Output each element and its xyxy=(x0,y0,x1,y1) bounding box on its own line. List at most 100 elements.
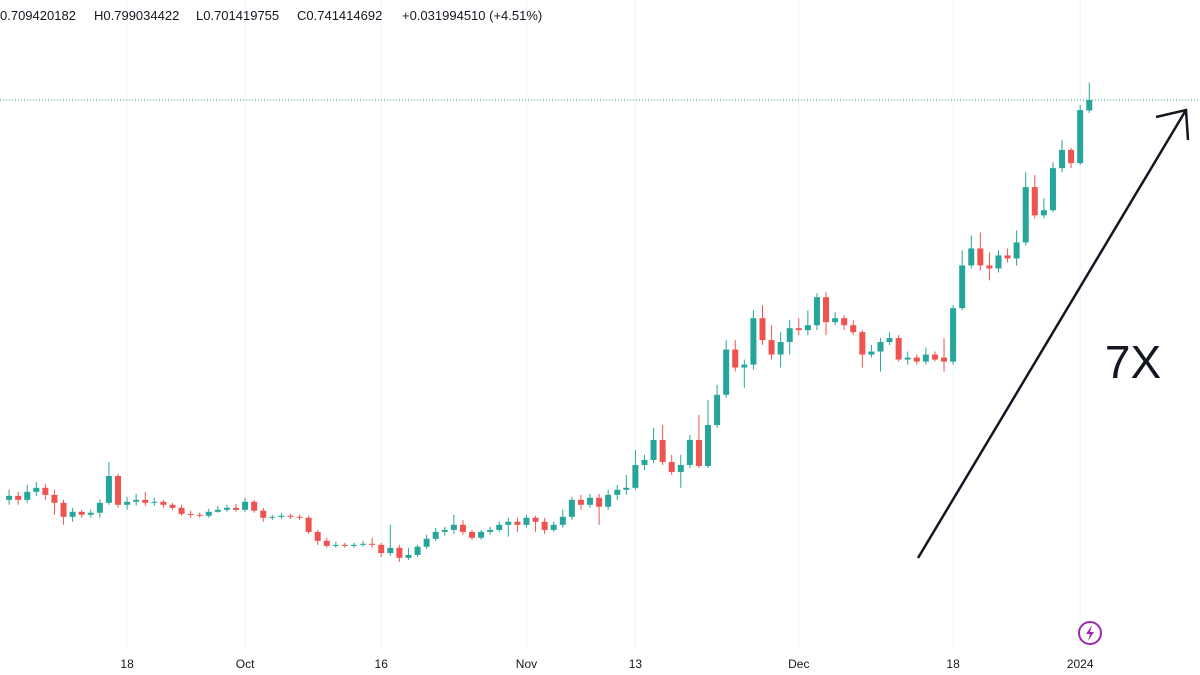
candle-body xyxy=(214,509,221,512)
candle-body xyxy=(804,325,811,331)
ohlc-header: 0.709420182 H0.799034422 L0.701419755 C0… xyxy=(0,8,542,23)
candle-body xyxy=(251,501,258,511)
candle-body xyxy=(487,529,494,532)
candle-body xyxy=(505,521,512,525)
candle-body xyxy=(1013,242,1020,259)
candle-body xyxy=(78,511,85,515)
candle-body xyxy=(87,512,94,515)
icon-circle xyxy=(1078,621,1102,645)
candle-body xyxy=(650,439,657,460)
candle-body xyxy=(305,517,312,532)
candle-body xyxy=(941,357,948,362)
candle-body xyxy=(750,318,757,365)
x-tick-label: 13 xyxy=(629,657,643,671)
candle-body xyxy=(105,476,112,503)
candle-body xyxy=(641,459,648,465)
candle-body xyxy=(759,318,766,341)
candle-body xyxy=(832,318,839,323)
header-close: C0.741414692 xyxy=(297,8,382,23)
candle-body xyxy=(242,501,249,510)
candle-body xyxy=(223,507,230,510)
candle-body xyxy=(922,354,929,362)
x-tick-label: Nov xyxy=(516,657,537,671)
candle-body xyxy=(42,487,49,495)
candle-body xyxy=(142,499,149,503)
candle-body xyxy=(523,517,530,525)
candle-body xyxy=(396,547,403,558)
candle-body xyxy=(768,340,775,355)
candle-body xyxy=(859,332,866,355)
header-high: H0.799034422 xyxy=(94,8,179,23)
x-tick-label: 18 xyxy=(946,657,960,671)
candle-body xyxy=(677,464,684,472)
candle-body xyxy=(823,297,830,323)
candle-body xyxy=(886,338,893,343)
candle-body xyxy=(296,516,303,518)
candle-body xyxy=(605,494,612,507)
header-low: L0.701419755 xyxy=(196,8,279,23)
candle-body xyxy=(904,357,911,360)
candle-body xyxy=(813,297,820,326)
candle-body xyxy=(332,544,339,546)
x-tick-label: Oct xyxy=(236,657,255,671)
candle-body xyxy=(260,510,267,518)
trend-arrow xyxy=(916,108,1190,559)
candle-body xyxy=(714,394,721,426)
candle-body xyxy=(868,351,875,355)
candle-body xyxy=(478,531,485,538)
candle-body xyxy=(15,495,22,500)
candle-body xyxy=(6,495,13,500)
candle-body xyxy=(786,328,793,343)
candle-body xyxy=(550,524,557,530)
arrow-line xyxy=(916,109,1188,559)
candle-body xyxy=(160,501,167,505)
candle-body xyxy=(968,248,975,266)
candle-body xyxy=(596,497,603,507)
candle-body xyxy=(233,507,240,510)
candle-body xyxy=(1086,100,1093,111)
candle-body xyxy=(514,521,521,525)
candle-body xyxy=(323,540,330,546)
candle-body xyxy=(686,439,693,465)
candle-body xyxy=(178,507,185,514)
candle-body xyxy=(1068,149,1075,164)
candle-body xyxy=(614,489,621,495)
candle-body xyxy=(169,504,176,508)
candle-body xyxy=(741,364,748,368)
x-tick-label: 2024 xyxy=(1067,657,1094,671)
candle-body xyxy=(60,502,67,517)
candle-body xyxy=(269,516,276,518)
candle-body xyxy=(351,544,358,546)
candle-body xyxy=(1004,255,1011,259)
candle-body xyxy=(441,529,448,532)
candle-body xyxy=(587,497,594,505)
candle-body xyxy=(496,524,503,530)
candle-body xyxy=(1059,149,1066,169)
candle-body xyxy=(705,425,712,467)
candle-body xyxy=(115,476,122,505)
lightning-icon[interactable] xyxy=(1078,621,1102,645)
candles xyxy=(6,82,1093,562)
candle-body xyxy=(959,265,966,309)
candle-body xyxy=(1022,187,1029,243)
candle-body xyxy=(1040,210,1047,216)
candle-body xyxy=(405,554,412,558)
candle-body xyxy=(51,494,58,503)
candle-body xyxy=(532,517,539,522)
candle-body xyxy=(378,544,385,554)
candle-body xyxy=(850,325,857,333)
candle-body xyxy=(96,502,103,513)
candle-body xyxy=(695,439,702,467)
candle-body xyxy=(1077,110,1084,164)
candle-body xyxy=(541,521,548,530)
candle-body xyxy=(568,499,575,517)
x-tick-label: 16 xyxy=(375,657,389,671)
candle-body xyxy=(623,487,630,490)
candle-body xyxy=(977,248,984,266)
candle-body xyxy=(287,515,294,517)
candle-body xyxy=(913,357,920,362)
header-open: 0.709420182 xyxy=(0,8,76,23)
candle-body xyxy=(369,543,376,545)
